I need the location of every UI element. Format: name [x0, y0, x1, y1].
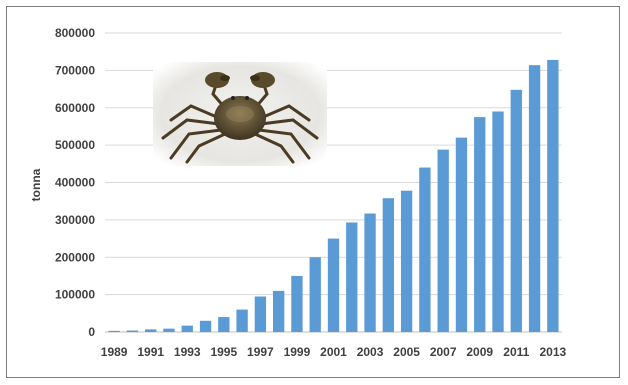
bar-1999	[291, 275, 303, 332]
bar-1997	[254, 296, 267, 332]
y-tick-label: 600000	[55, 101, 95, 115]
bar-2002	[346, 222, 358, 332]
x-tick-label: 1999	[284, 345, 311, 359]
chinese-mitten-crab-photo	[153, 62, 327, 166]
bar-2009	[474, 117, 486, 332]
x-tick-label: 2001	[320, 345, 347, 359]
y-tick-label: 0	[88, 325, 95, 339]
bar-2012	[528, 65, 541, 332]
bar-2000	[309, 257, 321, 332]
bar-2011	[510, 89, 522, 332]
y-tick-label: 100000	[55, 288, 95, 302]
x-tick-label: 1991	[137, 345, 164, 359]
bar-2010	[492, 111, 504, 332]
x-tick-label: 2011	[503, 345, 529, 359]
x-tick-label: 1993	[174, 345, 201, 359]
bar-2001	[327, 238, 340, 332]
y-tick-label: 200000	[55, 250, 95, 264]
x-tick-label: 2003	[357, 345, 384, 359]
y-tick-label: 700000	[55, 63, 95, 77]
bar-2013	[547, 59, 559, 332]
bar-2007	[437, 149, 449, 332]
y-tick-label: 300000	[55, 213, 95, 227]
x-tick-label: 1989	[101, 345, 128, 359]
y-tick-label: 800000	[55, 26, 95, 40]
y-tick-label: 500000	[55, 138, 95, 152]
bar-1989	[108, 330, 120, 332]
bar-1991	[145, 329, 157, 332]
bar-1992	[163, 328, 175, 332]
bar-2004	[382, 198, 395, 332]
bar-1998	[272, 290, 285, 332]
x-tick-label: 1995	[210, 345, 237, 359]
bar-2006	[419, 167, 431, 332]
x-tick-label: 2009	[466, 345, 493, 359]
bar-1994	[199, 320, 212, 332]
bar-2008	[455, 137, 468, 332]
x-tick-label: 1997	[247, 345, 274, 359]
bar-1990	[126, 330, 139, 332]
bar-1995	[218, 317, 230, 332]
x-tick-label: 2013	[540, 345, 567, 359]
bar-1996	[236, 309, 248, 332]
y-axis-label: tonna	[29, 168, 43, 201]
bar-1993	[181, 325, 193, 332]
x-tick-label: 2005	[393, 345, 420, 359]
x-tick-label: 2007	[430, 345, 457, 359]
y-tick-label: 400000	[55, 176, 95, 190]
bar-2003	[364, 213, 376, 332]
bar-2005	[400, 190, 413, 332]
